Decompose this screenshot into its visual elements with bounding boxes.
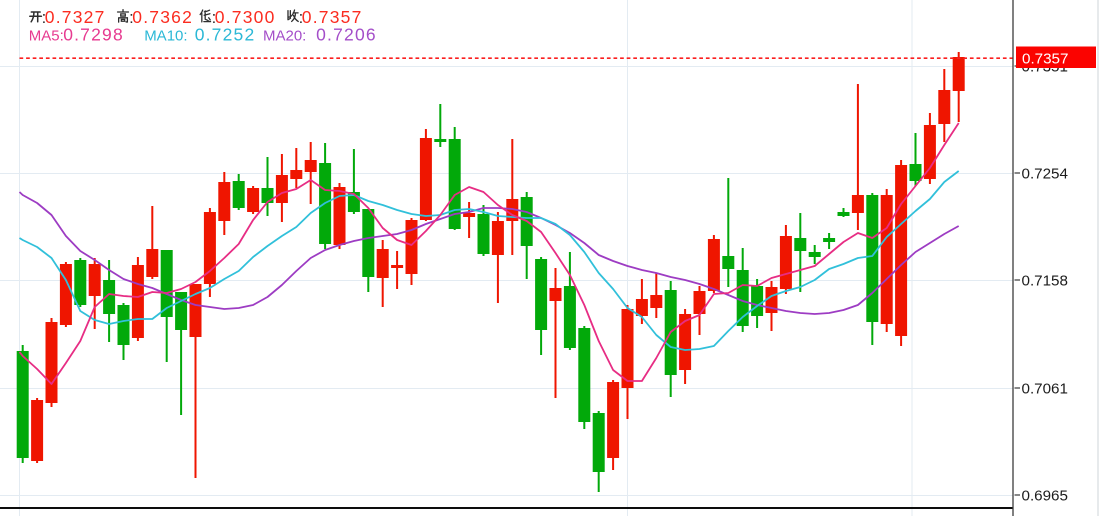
svg-text::: : (129, 9, 134, 27)
svg-text::: : (212, 9, 217, 27)
svg-text:MA5:: MA5: (29, 27, 64, 44)
svg-text:MA20:: MA20: (263, 27, 306, 44)
svg-text:0.7206: 0.7206 (316, 24, 377, 44)
svg-text:0.7357: 0.7357 (1022, 51, 1068, 68)
svg-text:0.7362: 0.7362 (132, 7, 193, 27)
svg-text:0.7357: 0.7357 (302, 7, 363, 27)
svg-text:0.6965: 0.6965 (1022, 488, 1068, 505)
svg-text:0.7061: 0.7061 (1022, 381, 1068, 398)
svg-text:0.7158: 0.7158 (1022, 273, 1068, 290)
svg-text::: : (42, 9, 47, 27)
svg-text:0.7327: 0.7327 (45, 7, 106, 27)
svg-text:MA10:: MA10: (144, 27, 187, 44)
svg-text::: : (299, 9, 304, 27)
svg-text:0.7254: 0.7254 (1022, 166, 1068, 183)
svg-text:0.7300: 0.7300 (215, 7, 276, 27)
svg-text:0.7252: 0.7252 (195, 24, 256, 44)
svg-text:0.7298: 0.7298 (63, 24, 124, 44)
